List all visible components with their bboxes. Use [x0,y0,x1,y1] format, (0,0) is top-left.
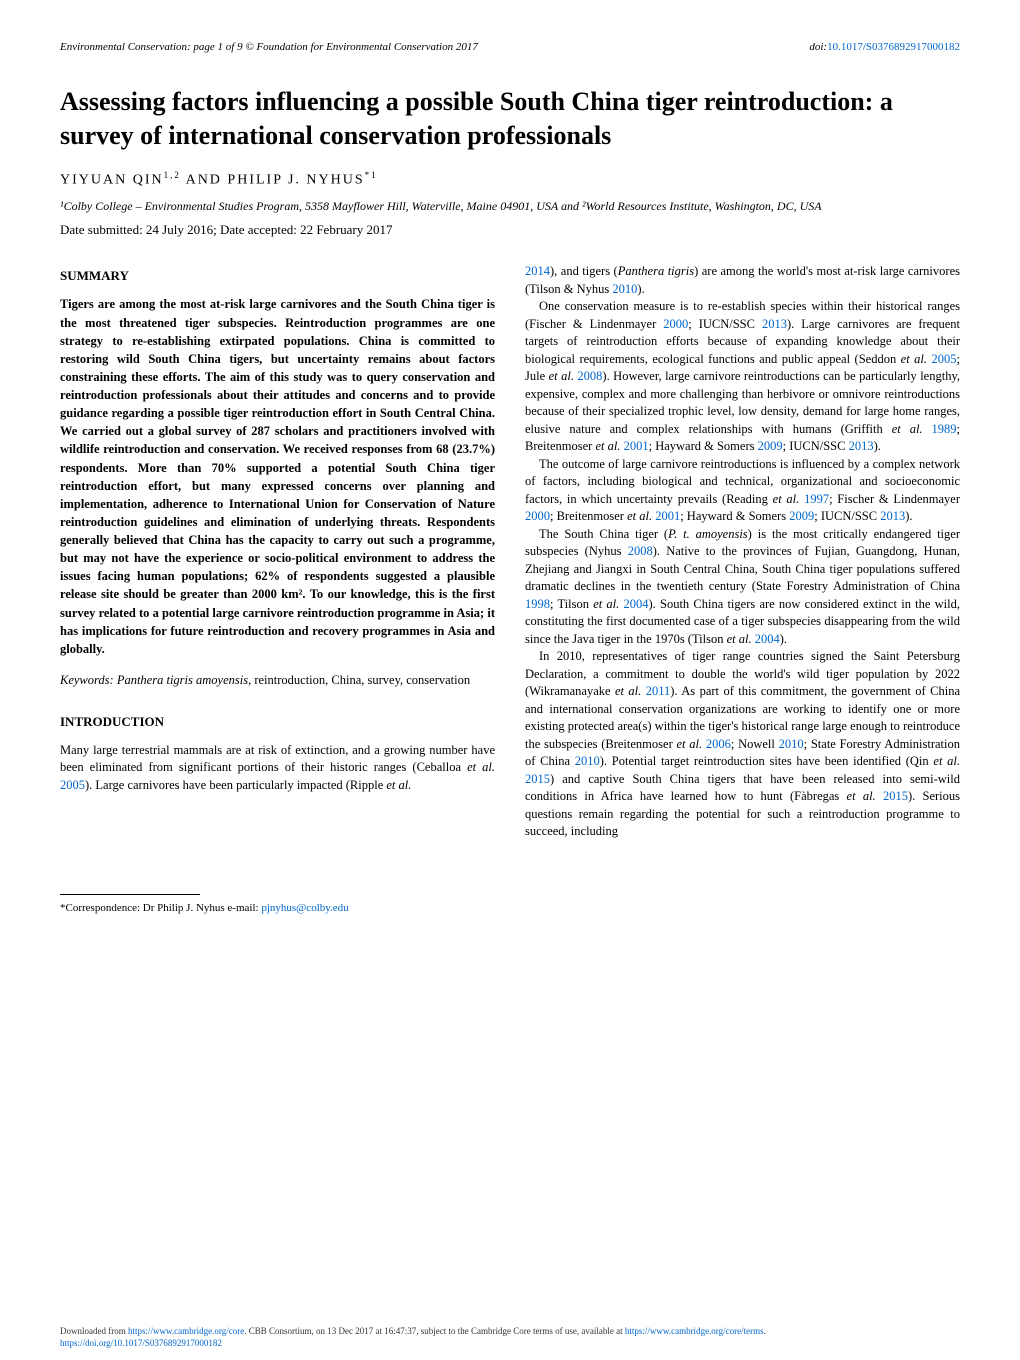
footer-link-core[interactable]: https://www.cambridge.org/core [128,1326,244,1336]
ref-iucn-2013c[interactable]: 2013 [880,509,905,523]
correspondence: *Correspondence: Dr Philip J. Nyhus e-ma… [60,901,495,916]
ref-breitenmoser-2006[interactable]: 2006 [706,737,731,751]
left-column: SUMMARY Tigers are among the most at-ris… [60,263,495,916]
col2-paragraph-5: In 2010, representatives of tiger range … [525,648,960,841]
summary-text: Tigers are among the most at-risk large … [60,295,495,658]
ref-griffith-1989[interactable]: 1989 [932,422,957,436]
intro-body: Many large terrestrial mammals are at ri… [60,742,495,795]
summary-heading: SUMMARY [60,267,495,285]
doi-link[interactable]: 10.1017/S0376892917000182 [827,41,960,53]
ref-tilson-2010[interactable]: 2010 [612,282,637,296]
authors: YIYUAN QIN1,2 AND PHILIP J. NYHUS*1 [60,169,960,190]
footnote-divider [60,894,200,895]
ref-breitenmoser-2001[interactable]: 2001 [624,439,649,453]
ref-hayward-2009b[interactable]: 2009 [789,509,814,523]
ref-ripple-2014[interactable]: 2014 [525,264,550,278]
col2-paragraph-2: One conservation measure is to re-establ… [525,298,960,456]
col2-paragraph-3: The outcome of large carnivore reintrodu… [525,456,960,526]
footer-link-doi[interactable]: https://doi.org/10.1017/S037689291700018… [60,1338,222,1348]
two-column-body: SUMMARY Tigers are among the most at-ris… [60,263,960,916]
ref-reading-1997[interactable]: 1997 [804,492,829,506]
ref-wikramanayake-2011[interactable]: 2011 [646,684,671,698]
ref-nowell-2010[interactable]: 2010 [779,737,804,751]
page-header: Environmental Conservation: page 1 of 9 … [60,40,960,55]
introduction-heading: INTRODUCTION [60,713,495,731]
submission-dates: Date submitted: 24 July 2016; Date accep… [60,221,960,239]
intro-paragraph-1: Many large terrestrial mammals are at ri… [60,742,495,795]
ref-hayward-2009[interactable]: 2009 [758,439,783,453]
ref-sfa-2010[interactable]: 2010 [575,754,600,768]
ref-fabregas-2015[interactable]: 2015 [883,789,908,803]
ref-fischer-2000[interactable]: 2000 [663,317,688,331]
ref-iucn-2013b[interactable]: 2013 [849,439,874,453]
footer-link-terms[interactable]: https://www.cambridge.org/core/terms [625,1326,764,1336]
col2-paragraph-4: The South China tiger (P. t. amoyensis) … [525,526,960,649]
ref-breitenmoser-2001b[interactable]: 2001 [655,509,680,523]
ref-sfa-1998[interactable]: 1998 [525,597,550,611]
keywords: Keywords: Panthera tigris amoyensis, rei… [60,672,495,690]
ref-seddon-2005[interactable]: 2005 [932,352,957,366]
page-footer: Downloaded from https://www.cambridge.or… [60,1325,766,1350]
ref-fischer-2000b[interactable]: 2000 [525,509,550,523]
ref-iucn-2013[interactable]: 2013 [762,317,787,331]
right-column: 2014), and tigers (Panthera tigris) are … [525,263,960,916]
email-link[interactable]: pjnyhus@colby.edu [261,902,348,914]
ref-jule-2008[interactable]: 2008 [577,369,602,383]
ref-tilson-2004[interactable]: 2004 [624,597,649,611]
affiliations: ¹Colby College – Environmental Studies P… [60,198,960,215]
col2-paragraph-1: 2014), and tigers (Panthera tigris) are … [525,263,960,298]
ref-tilson-2004b[interactable]: 2004 [755,632,780,646]
ref-ceballoa-2005[interactable]: 2005 [60,778,85,792]
ref-qin-2015[interactable]: 2015 [525,772,550,786]
article-title: Assessing factors influencing a possible… [60,85,960,153]
journal-line: Environmental Conservation: page 1 of 9 … [60,40,478,55]
doi-block: doi:10.1017/S0376892917000182 [809,40,960,55]
ref-nyhus-2008[interactable]: 2008 [628,544,653,558]
